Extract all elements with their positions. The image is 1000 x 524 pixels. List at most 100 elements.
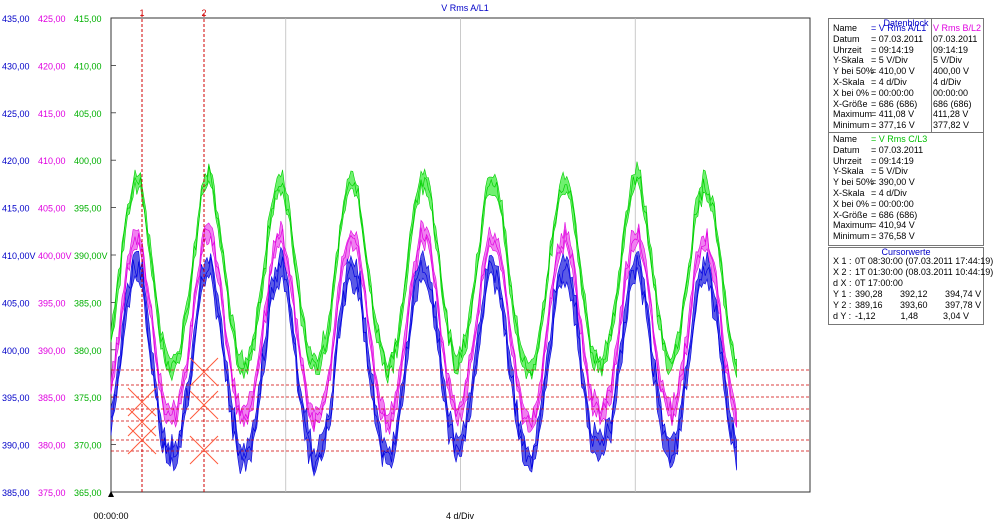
datenblock-value: = 686 (686) — [871, 209, 918, 220]
y-tick-label: 410,00 — [74, 61, 102, 71]
series-line — [110, 255, 737, 472]
series-3 — [110, 161, 737, 384]
datenblock-value: = 09:14:19 — [871, 155, 914, 166]
datenblock-label: Datum — [833, 33, 860, 44]
datenblock-value: = 00:00:00 — [871, 198, 914, 209]
datenblock-value: = 377,16 V — [871, 120, 915, 131]
datenblock-value-2: 5 V/Div — [933, 55, 963, 66]
cursor-mark — [189, 357, 219, 387]
cursorwerte-label: X 2 : — [833, 267, 852, 277]
cursor-label-1[interactable]: 1 — [139, 8, 144, 18]
datenblock-label: Y bei 50% — [833, 177, 874, 188]
y-tick-label: 405,00 — [38, 204, 66, 214]
y-tick-label: 420,00 — [38, 61, 66, 71]
y-tick-label: 400,00V — [38, 251, 72, 261]
cursorwerte-value: -1,12 1,48 3,04 V — [855, 311, 970, 321]
y-tick-label: 425,00 — [38, 14, 66, 24]
y-tick-label: 400,00 — [2, 346, 30, 356]
y-tick-label: 410,00V — [2, 251, 36, 261]
x-div-label: 4 d/Div — [446, 511, 475, 521]
datenblock-value: = 410,94 V — [871, 220, 915, 231]
y-tick-label: 385,00 — [74, 298, 102, 308]
datenblock-label: Name — [833, 23, 858, 33]
y-tick-label: 430,00 — [2, 61, 30, 71]
datenblock-value: = 376,58 V — [871, 231, 915, 242]
y-tick-label: 390,00 — [2, 441, 30, 451]
y-tick-label: 415,00 — [38, 109, 66, 119]
cursorwerte-value: 1T 01:30:00 (08.03.2011 10:44:19) — [855, 267, 994, 277]
cursorwerte-value: 389,16 393,60 397,78 V — [855, 300, 982, 310]
datenblock-value: = 4 d/Div — [871, 188, 907, 198]
datenblock-value: = 686 (686) — [871, 98, 918, 109]
datenblock-label: Uhrzeit — [833, 155, 862, 166]
cursor-mark — [127, 387, 157, 417]
y-axis-labels: 435,00 430,00 425,00 420,00 415,00 410,00V 405… — [2, 14, 108, 498]
datenblock-label: X-Größe — [833, 98, 868, 109]
datenblock-value: = 07.03.2011 — [871, 144, 924, 155]
datenblock-value: = 00:00:00 — [871, 87, 914, 98]
cursorwerte-value: 0T 17:00:00 — [855, 278, 903, 288]
datenblock-value: = V Rms C/L3 — [871, 134, 928, 144]
y-tick-label: 370,00 — [74, 441, 102, 451]
y-tick-label: 405,00 — [2, 298, 30, 308]
y-tick-label: 390,00V — [74, 251, 108, 261]
series-line — [110, 165, 737, 378]
datenblock-value: = 410,00 V — [871, 66, 915, 77]
datenblock-label: X bei 0% — [833, 87, 870, 98]
datenblock-value-2: 09:14:19 — [933, 44, 969, 55]
chart-title: V Rms A/L1 — [441, 3, 489, 13]
datenblock-label: X bei 0% — [833, 198, 870, 209]
cursorwerte-label: Y 2 : — [833, 300, 852, 310]
datenblock-value-2: V Rms B/L2 — [933, 23, 982, 33]
cursor-mark — [189, 390, 219, 420]
series-band — [110, 219, 737, 435]
datenblock-label: X-Skala — [833, 77, 865, 87]
cursorwerte-label: X 1 : — [833, 256, 852, 266]
y-tick-label: 395,00 — [2, 393, 30, 403]
cursor-label-2[interactable]: 2 — [201, 8, 206, 18]
y-tick-label: 395,00 — [74, 204, 102, 214]
cursor-reference-lines — [111, 369, 810, 452]
origin-marker — [108, 491, 114, 497]
datenblock-label: Uhrzeit — [833, 44, 862, 55]
x-start-label: 00:00:00 — [93, 511, 128, 521]
datenblock-value-2: 400,00 V — [933, 66, 970, 77]
datenblock-value-2: 00:00:00 — [933, 87, 969, 98]
datenblock-value-2: 07.03.2011 — [933, 33, 978, 44]
series-line — [110, 227, 737, 430]
series-1 — [110, 246, 737, 477]
y-tick-label: 415,00 — [2, 204, 30, 214]
datenblock-label: Y-Skala — [833, 166, 864, 177]
datenblock-title: Datenblock — [883, 18, 929, 28]
cursorwerte-label: d X : — [833, 278, 852, 288]
y-tick-label: 405,00 — [74, 109, 102, 119]
datenblock-value-2: 377,82 V — [933, 120, 970, 131]
y-tick-label: 435,00 — [2, 14, 30, 24]
cursorwerte-value: 390,28 392,12 394,74 V — [855, 289, 982, 299]
y-tick-label: 390,00 — [38, 346, 66, 356]
datenblock-value-2: 411,28 V — [933, 109, 969, 120]
cursorwerte-value: 0T 08:30:00 (07.03.2011 17:44:19) — [855, 256, 994, 266]
y-tick-label: 420,00 — [2, 156, 30, 166]
datenblock-value-2: 4 d/Div — [933, 77, 962, 87]
cursor-mark — [127, 425, 157, 455]
series-layer — [110, 161, 737, 477]
datenblock-label: X-Größe — [833, 209, 868, 220]
datenblock-value-2: 686 (686) — [933, 98, 972, 109]
y-tick-label: 385,00 — [2, 488, 30, 498]
y-tick-label: 410,00 — [38, 156, 66, 166]
datenblock-value: = 5 V/Div — [871, 55, 908, 66]
datenblock-value: = 390,00 V — [871, 177, 915, 188]
cursorwerte-label: d Y : — [833, 311, 852, 321]
datenblock-label: Minimum — [833, 231, 870, 242]
y-tick-label: 400,00 — [74, 156, 102, 166]
datenblock-label: Maximum — [833, 220, 873, 231]
y-tick-label: 375,00 — [74, 393, 102, 403]
cursor-mark — [189, 435, 219, 465]
datenblock-value: = 07.03.2011 — [871, 33, 924, 44]
cursorwerte-label: Y 1 : — [833, 289, 852, 299]
datenblock-value: = 4 d/Div — [871, 77, 907, 87]
cursorwerte-title: Cursorwerte — [881, 247, 931, 257]
